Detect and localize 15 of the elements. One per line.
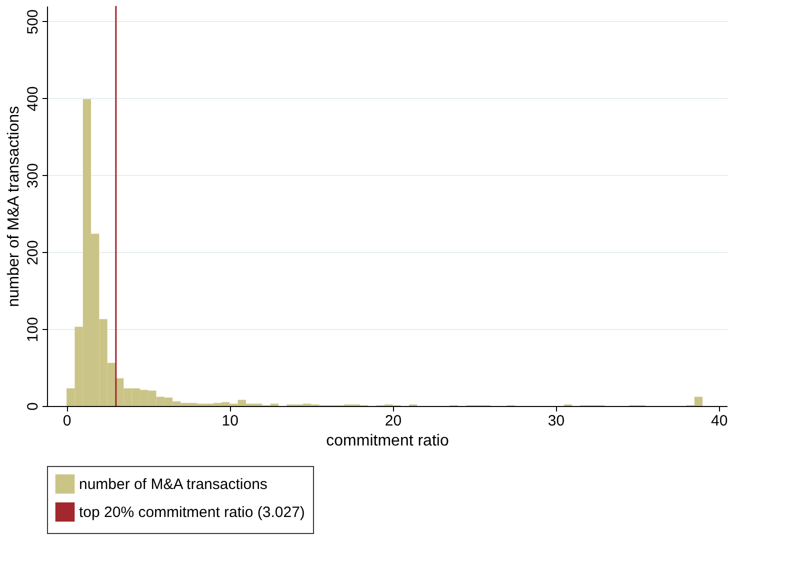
x-tick-label: 20 bbox=[384, 412, 402, 430]
y-tick-label: 100 bbox=[24, 317, 42, 342]
legend-label: top 20% commitment ratio (3.027) bbox=[79, 504, 305, 521]
x-tick-label: 30 bbox=[548, 412, 565, 430]
y-axis-title: number of M&A transactions bbox=[6, 106, 22, 307]
y-tick-label: 400 bbox=[24, 86, 42, 112]
y-tick-label: 300 bbox=[24, 163, 42, 188]
legend-label: number of M&A transactions bbox=[79, 476, 268, 493]
x-axis-title: commitment ratio bbox=[326, 432, 449, 450]
x-tick-label: 10 bbox=[222, 412, 238, 430]
x-tick-label: 0 bbox=[62, 412, 72, 430]
x-tick-label: 40 bbox=[711, 412, 728, 430]
y-tick-label: 0 bbox=[24, 402, 42, 411]
y-tick-label: 200 bbox=[24, 240, 42, 266]
y-tick-label: 500 bbox=[24, 9, 42, 34]
